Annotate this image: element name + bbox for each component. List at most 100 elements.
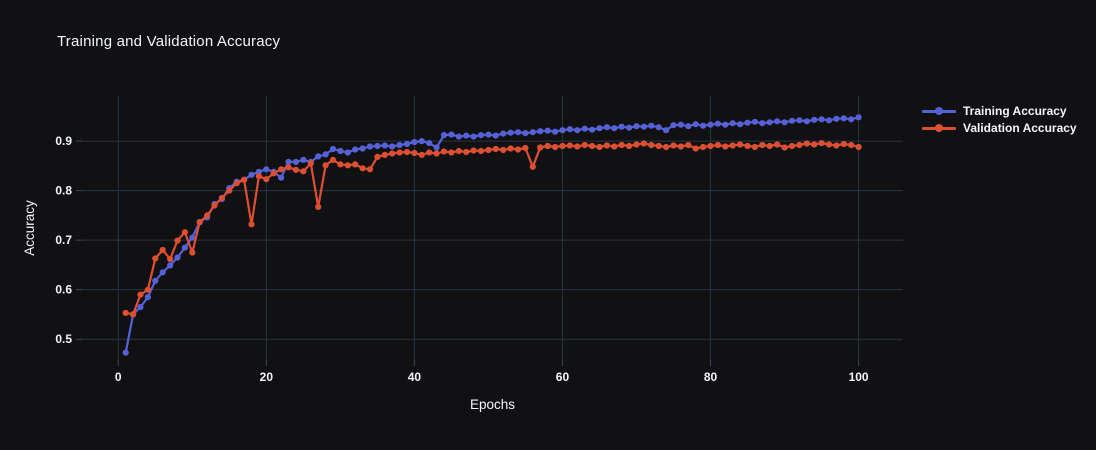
data-point: [766, 119, 773, 126]
legend-item-validation-accuracy[interactable]: Validation Accuracy: [922, 121, 1077, 135]
data-point: [626, 124, 633, 131]
data-point: [255, 168, 262, 175]
data-point: [315, 203, 322, 210]
data-point: [537, 144, 544, 151]
data-point: [655, 142, 662, 150]
data-point: [803, 140, 810, 147]
data-point: [122, 309, 129, 316]
data-point: [670, 122, 677, 129]
data-point: [796, 141, 803, 149]
data-point: [500, 130, 507, 137]
data-point: [589, 142, 596, 150]
data-point: [707, 121, 714, 128]
x-tick-label: 0: [115, 370, 122, 384]
data-point: [670, 142, 677, 149]
data-point: [189, 234, 196, 241]
data-point: [144, 294, 151, 301]
data-point: [292, 158, 299, 165]
data-point: [174, 254, 181, 261]
data-point: [751, 118, 759, 125]
legend-item-training-accuracy[interactable]: Training Accuracy: [922, 104, 1077, 118]
data-point: [788, 117, 796, 124]
data-point: [766, 142, 773, 150]
data-point: [781, 119, 788, 126]
data-point: [633, 123, 640, 130]
data-point: [167, 262, 174, 269]
data-point: [640, 123, 648, 130]
data-point: [485, 131, 492, 138]
data-point: [196, 219, 203, 226]
data-point: [374, 142, 381, 150]
data-point: [618, 141, 625, 149]
data-point: [855, 114, 862, 121]
data-point: [315, 153, 322, 160]
data-point: [344, 149, 351, 156]
legend: Training Accuracy Validation Accuracy: [922, 104, 1077, 135]
data-point: [529, 163, 536, 170]
data-point: [729, 142, 736, 149]
data-point: [426, 149, 433, 156]
data-point: [285, 164, 292, 171]
data-point: [700, 143, 707, 151]
data-point: [603, 124, 611, 131]
data-point: [552, 128, 559, 135]
data-point: [648, 122, 655, 129]
data-point: [455, 147, 462, 155]
data-point: [737, 121, 744, 128]
x-axis-title: Epochs: [470, 397, 515, 412]
data-point: [781, 144, 788, 151]
data-point: [352, 146, 359, 153]
data-point: [137, 291, 144, 298]
data-point: [189, 249, 196, 256]
data-point: [263, 166, 270, 173]
data-point: [648, 141, 655, 149]
data-point: [418, 138, 425, 145]
data-point: [574, 143, 581, 150]
data-point: [440, 148, 448, 155]
data-point: [285, 158, 292, 165]
data-point: [278, 174, 285, 181]
data-point: [655, 124, 662, 131]
data-point: [522, 144, 529, 152]
data-point: [448, 131, 455, 138]
data-point: [514, 129, 522, 136]
data-point: [788, 142, 796, 150]
data-point: [181, 244, 188, 251]
data-point: [559, 127, 566, 134]
data-point: [833, 142, 840, 149]
data-point: [722, 143, 729, 150]
data-point: [440, 132, 448, 139]
data-point: [729, 120, 736, 127]
data-point: [714, 141, 722, 149]
data-point: [818, 116, 825, 123]
data-point: [329, 145, 337, 153]
data-point: [840, 140, 847, 148]
data-point: [292, 166, 299, 173]
data-point: [692, 121, 699, 128]
data-point: [337, 161, 344, 168]
data-point: [514, 146, 522, 153]
data-point: [581, 141, 588, 149]
data-point: [359, 145, 366, 152]
data-point: [596, 143, 603, 151]
data-point: [855, 143, 862, 151]
data-point: [774, 141, 781, 148]
data-point: [455, 133, 462, 140]
data-point: [322, 162, 329, 169]
data-point: [167, 255, 174, 263]
gridlines: [82, 96, 903, 360]
data-point: [233, 180, 240, 187]
data-point: [278, 166, 285, 173]
data-point: [396, 149, 403, 156]
data-point: [263, 176, 270, 183]
validation-accuracy-series: [122, 140, 862, 318]
data-point: [211, 202, 218, 209]
data-point: [692, 145, 699, 152]
data-point: [707, 142, 714, 150]
data-point: [152, 277, 159, 284]
data-point: [700, 122, 707, 129]
data-point: [477, 147, 485, 155]
data-point: [144, 286, 151, 293]
data-point: [337, 147, 344, 155]
